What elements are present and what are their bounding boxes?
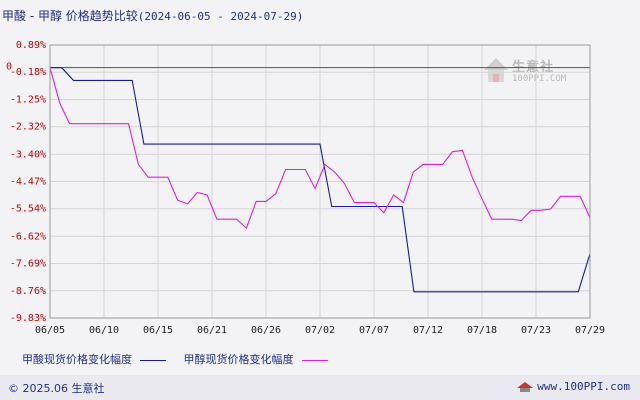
chart-title: 甲酸 - 甲醇 价格趋势比较(2024-06-05 - 2024-07-29) (2, 7, 303, 24)
legend-label-formic-acid: 甲酸现货价格变化幅度 (22, 353, 132, 366)
x-axis-ticks: 06/05 06/10 06/15 06/21 06/26 07/02 07/07 07/12… (35, 325, 605, 336)
x-tick-label: 07/23 (521, 325, 551, 336)
y-tick-label: -0.18% (10, 67, 46, 78)
footer-bar (0, 375, 640, 400)
y-tick-label: -5.54% (10, 204, 46, 215)
x-tick-label: 07/18 (467, 325, 497, 336)
plot-frame (49, 44, 591, 319)
y-tick-label: -3.40% (10, 149, 46, 160)
watermark-url: 100PPI.COM (512, 74, 567, 84)
y-tick-label: -4.47% (10, 177, 46, 188)
x-tick-label: 07/29 (575, 325, 605, 336)
chart-svg: 0.89% -0.18% -1.25% -2.32% -3.40% -4.47% -5.54… (6, 40, 605, 336)
watermark-logo-icon (484, 58, 508, 82)
site-link[interactable]: www.100PPI.com (517, 380, 630, 393)
y-tick-label: -1.25% (10, 94, 46, 105)
site-logo-icon (517, 382, 534, 392)
series-line-methanol (49, 67, 591, 230)
x-tick-label: 06/05 (35, 325, 65, 336)
y-tick-label: -6.62% (10, 231, 46, 242)
legend-swatch-methanol (301, 359, 328, 361)
legend: 甲酸现货价格变化幅度 甲醇现货价格变化幅度 (22, 351, 342, 367)
series-line-formic-acid (50, 67, 591, 293)
legend-item-formic-acid: 甲酸现货价格变化幅度 (22, 351, 166, 367)
y-tick-label: -9.83% (10, 313, 46, 324)
series-lines (49, 67, 591, 293)
x-tick-label: 07/02 (305, 325, 335, 336)
legend-item-methanol: 甲醇现货价格变化幅度 (184, 351, 328, 367)
x-tick-label: 06/26 (251, 325, 281, 336)
y-tick-label: -2.32% (10, 122, 46, 133)
x-tick-label: 07/12 (413, 325, 443, 336)
zero-marker: 0 (6, 62, 12, 73)
x-tick-label: 06/15 (143, 325, 173, 336)
y-tick-label: -8.76% (10, 286, 46, 297)
y-tick-label: 0.89% (16, 40, 46, 51)
y-axis-ticks: 0.89% -0.18% -1.25% -2.32% -3.40% -4.47% -5.54… (6, 40, 46, 324)
chart-title-text: 甲酸 - 甲醇 价格趋势比较 (2, 9, 138, 23)
x-tick-label: 06/21 (197, 325, 227, 336)
chart-date-range: (2024-06-05 - 2024-07-29) (137, 10, 304, 23)
site-url: www.100PPI.com (537, 380, 630, 393)
y-tick-label: -7.69% (10, 259, 46, 270)
grid (49, 44, 591, 319)
x-tick-label: 06/10 (89, 325, 119, 336)
legend-label-methanol: 甲醇现货价格变化幅度 (183, 353, 294, 366)
legend-swatch-formic-acid (140, 359, 166, 361)
x-tick-label: 07/07 (359, 325, 389, 336)
copyright-text: © 2025.06 生意社 (8, 382, 105, 395)
